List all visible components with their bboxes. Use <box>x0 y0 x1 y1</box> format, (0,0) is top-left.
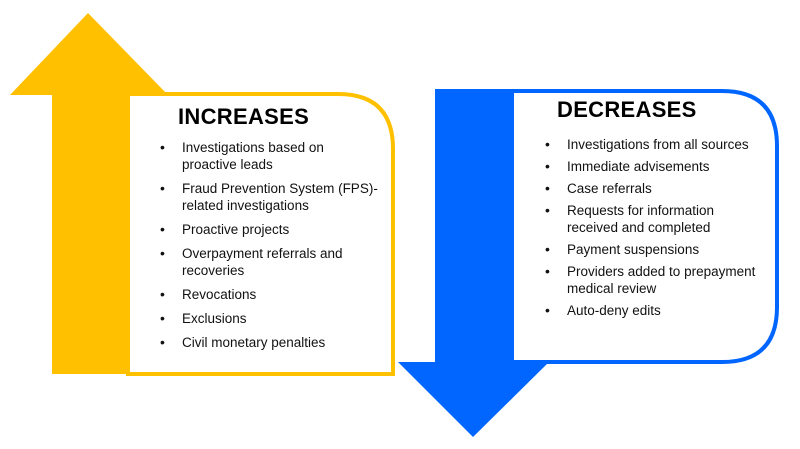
list-item: Providers added to prepayment medical re… <box>543 263 768 297</box>
list-item: Investigations from all sources <box>543 136 768 153</box>
list-item: Case referrals <box>543 180 768 197</box>
list-item: Auto-deny edits <box>543 302 768 319</box>
list-item: Immediate advisements <box>543 158 768 175</box>
decreases-list: Investigations from all sources Immediat… <box>543 136 768 319</box>
increases-title: INCREASES <box>178 104 310 129</box>
increases-panel: INCREASES Investigations based on proact… <box>158 104 378 358</box>
list-item: Payment suspensions <box>543 241 768 258</box>
up-arrow-icon <box>10 13 168 374</box>
list-item: Requests for information received and co… <box>543 202 768 236</box>
list-item: Civil monetary penalties <box>158 334 378 351</box>
list-item: Revocations <box>158 286 378 303</box>
list-item: Exclusions <box>158 310 378 327</box>
list-item: Proactive projects <box>158 221 378 238</box>
increases-list: Investigations based on proactive leads … <box>158 139 378 351</box>
list-item: Investigations based on proactive leads <box>158 139 378 173</box>
decreases-panel: DECREASES Investigations from all source… <box>543 97 768 324</box>
decreases-title: DECREASES <box>557 97 697 122</box>
list-item: Overpayment referrals and recoveries <box>158 245 378 279</box>
list-item: Fraud Prevention System (FPS)-related in… <box>158 180 378 214</box>
